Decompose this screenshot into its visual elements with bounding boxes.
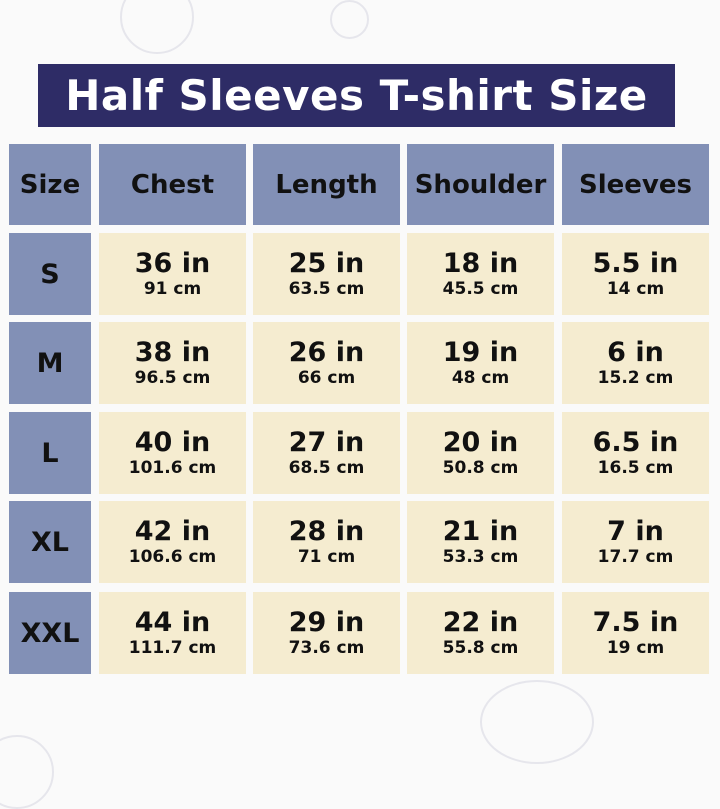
header-cell: Shoulder xyxy=(407,144,554,225)
cm-value: 15.2 cm xyxy=(597,368,674,388)
header-cell: Size xyxy=(9,144,91,225)
cm-value: 55.8 cm xyxy=(442,638,519,658)
measurement-cell: 28 in 71 cm xyxy=(253,501,400,583)
inches-value: 7.5 in xyxy=(592,607,679,638)
cm-value: 106.6 cm xyxy=(128,547,217,567)
measurement-cell: 27 in 68.5 cm xyxy=(253,412,400,494)
cm-value: 14 cm xyxy=(606,279,665,299)
size-label: M xyxy=(9,322,91,404)
measurement-cell: 42 in 106.6 cm xyxy=(99,501,246,583)
measurement-cell: 18 in 45.5 cm xyxy=(407,233,554,315)
inches-value: 29 in xyxy=(288,607,365,638)
inches-value: 20 in xyxy=(442,427,519,458)
button-doodle xyxy=(330,0,369,39)
measurement-cell: 26 in 66 cm xyxy=(253,322,400,404)
page-title: Half Sleeves T-shirt Size xyxy=(38,64,675,127)
measurement-cell: 5.5 in 14 cm xyxy=(562,233,709,315)
inches-value: 44 in xyxy=(134,607,211,638)
measurement-cell: 6.5 in 16.5 cm xyxy=(562,412,709,494)
header-cell: Sleeves xyxy=(562,144,709,225)
cm-value: 71 cm xyxy=(297,547,356,567)
cm-value: 66 cm xyxy=(297,368,356,388)
inches-value: 26 in xyxy=(288,337,365,368)
cm-value: 19 cm xyxy=(606,638,665,658)
cm-value: 16.5 cm xyxy=(597,458,674,478)
measurement-cell: 25 in 63.5 cm xyxy=(253,233,400,315)
inches-value: 19 in xyxy=(442,337,519,368)
cm-value: 111.7 cm xyxy=(128,638,217,658)
yarn-ball-doodle xyxy=(0,735,54,809)
header-cell: Length xyxy=(253,144,400,225)
measurement-cell: 21 in 53.3 cm xyxy=(407,501,554,583)
sheep-doodle xyxy=(480,680,594,764)
inches-value: 28 in xyxy=(288,516,365,547)
inches-value: 36 in xyxy=(134,248,211,279)
cm-value: 48 cm xyxy=(451,368,510,388)
measurement-cell: 22 in 55.8 cm xyxy=(407,592,554,674)
size-label: XL xyxy=(9,501,91,583)
measurement-cell: 38 in 96.5 cm xyxy=(99,322,246,404)
measurement-cell: 44 in 111.7 cm xyxy=(99,592,246,674)
inches-value: 5.5 in xyxy=(592,248,679,279)
inches-value: 40 in xyxy=(134,427,211,458)
cm-value: 91 cm xyxy=(143,279,202,299)
cm-value: 17.7 cm xyxy=(597,547,674,567)
measurement-cell: 6 in 15.2 cm xyxy=(562,322,709,404)
cm-value: 45.5 cm xyxy=(442,279,519,299)
measurement-cell: 19 in 48 cm xyxy=(407,322,554,404)
inches-value: 22 in xyxy=(442,607,519,638)
measurement-cell: 36 in 91 cm xyxy=(99,233,246,315)
inches-value: 27 in xyxy=(288,427,365,458)
inches-value: 6.5 in xyxy=(592,427,679,458)
measurement-cell: 40 in 101.6 cm xyxy=(99,412,246,494)
size-label: XXL xyxy=(9,592,91,674)
size-label: L xyxy=(9,412,91,494)
inches-value: 38 in xyxy=(134,337,211,368)
cm-value: 73.6 cm xyxy=(288,638,365,658)
measurement-cell: 20 in 50.8 cm xyxy=(407,412,554,494)
cm-value: 68.5 cm xyxy=(288,458,365,478)
measurement-cell: 7.5 in 19 cm xyxy=(562,592,709,674)
inches-value: 6 in xyxy=(607,337,664,368)
inches-value: 25 in xyxy=(288,248,365,279)
measurement-cell: 29 in 73.6 cm xyxy=(253,592,400,674)
header-cell: Chest xyxy=(99,144,246,225)
inches-value: 42 in xyxy=(134,516,211,547)
inches-value: 18 in xyxy=(442,248,519,279)
cm-value: 53.3 cm xyxy=(442,547,519,567)
size-label: S xyxy=(9,233,91,315)
yarn-ball-doodle xyxy=(120,0,194,54)
inches-value: 21 in xyxy=(442,516,519,547)
cm-value: 96.5 cm xyxy=(134,368,211,388)
cm-value: 50.8 cm xyxy=(442,458,519,478)
cm-value: 101.6 cm xyxy=(128,458,217,478)
measurement-cell: 7 in 17.7 cm xyxy=(562,501,709,583)
inches-value: 7 in xyxy=(607,516,664,547)
cm-value: 63.5 cm xyxy=(288,279,365,299)
